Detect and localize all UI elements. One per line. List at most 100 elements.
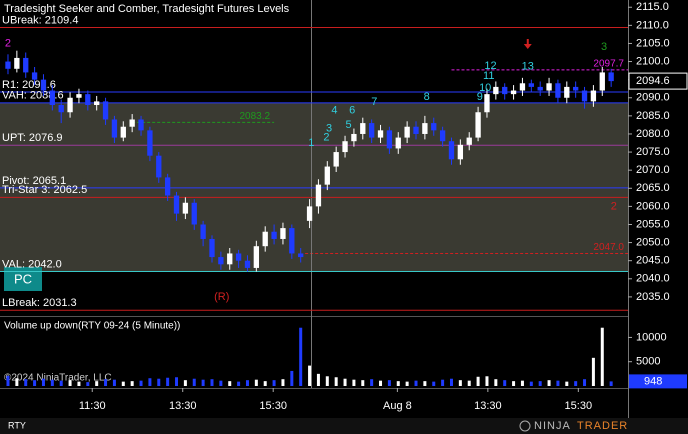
candle-body	[14, 57, 20, 69]
annotation: 4	[331, 104, 337, 116]
annotation: 13	[522, 61, 534, 73]
volume-bar	[609, 381, 613, 386]
last-price: 2094.6	[636, 75, 670, 87]
volume-bar	[441, 379, 445, 386]
volume-bar	[59, 380, 63, 386]
candle-body	[164, 177, 171, 196]
candle-body	[324, 166, 330, 185]
volume-bar	[361, 380, 365, 386]
y-tick-label: 2045.0	[636, 255, 670, 267]
candle-body	[404, 126, 410, 138]
y-tick-label: 2090.0	[636, 92, 670, 104]
y-tick-label: 2065.0	[636, 182, 670, 194]
volume-bar	[574, 381, 578, 386]
candle-body	[67, 97, 73, 113]
candle-body	[111, 119, 118, 138]
level-label: Tri-Star 3: 2062.5	[2, 184, 87, 196]
volume-bar	[237, 381, 241, 386]
logo: NINJA	[534, 420, 571, 432]
volume-bar	[316, 373, 320, 386]
volume-bar	[148, 378, 152, 386]
candle-body	[209, 238, 215, 258]
volume-bar	[334, 377, 338, 386]
candle-body	[120, 126, 126, 138]
signal-arrow	[523, 39, 532, 49]
volume-bar	[183, 380, 187, 386]
candle-body	[564, 86, 570, 98]
volume-bar	[538, 381, 542, 386]
volume-bar	[24, 379, 28, 386]
volume-bar	[121, 381, 125, 386]
volume-bar	[228, 381, 232, 386]
y-tick-label: 2100.0	[636, 55, 670, 67]
candle-body	[386, 130, 393, 149]
x-tick-label: 13:30	[474, 400, 502, 412]
volume-bar	[157, 378, 161, 386]
candle-body	[555, 83, 561, 98]
candle-body	[271, 231, 277, 239]
candle-body	[484, 94, 490, 113]
candle-body	[466, 137, 472, 145]
volume-bar	[6, 375, 10, 386]
annotation: 9	[477, 91, 483, 103]
candle-body	[599, 72, 605, 91]
logo: TRADER	[577, 420, 628, 432]
pc-button[interactable]: PC	[4, 267, 42, 291]
candle-body	[218, 257, 224, 265]
level-label: UPT: 2076.9	[2, 132, 63, 144]
last-volume-box	[629, 374, 687, 389]
volume-bar	[219, 380, 223, 386]
volume-tick-label: 5000	[636, 356, 660, 368]
volume-bar	[175, 377, 179, 386]
volume-bar	[290, 370, 294, 386]
pc-button-label[interactable]: PC	[14, 271, 32, 286]
annotation: 12	[484, 60, 496, 72]
candle-body	[608, 72, 614, 82]
volume-bar	[352, 379, 356, 386]
instrument: RTY	[8, 420, 26, 430]
y-tick-label: 2075.0	[636, 146, 670, 158]
candle-body	[306, 206, 313, 221]
candle-body	[448, 141, 455, 160]
volume-bar	[281, 379, 285, 386]
pc-button-bg[interactable]	[4, 267, 42, 291]
volume-bar	[50, 379, 54, 386]
annotation: 7	[371, 96, 377, 108]
candle-body	[298, 253, 304, 258]
annotation: 5	[346, 119, 352, 131]
y-tick-label: 2105.0	[636, 37, 670, 49]
candle-body	[280, 228, 286, 239]
volume-tick-label: 10000	[636, 331, 667, 343]
volume-bar	[308, 365, 312, 386]
volume-bar	[379, 380, 383, 386]
candle-body	[138, 119, 144, 131]
volume-title: Volume up down(RTY 09-24 (5 Minute))	[4, 321, 180, 332]
volume-bar	[272, 380, 276, 386]
y-tick-label: 2110.0	[636, 19, 669, 31]
annotation: 2	[611, 200, 617, 212]
volume-bar	[343, 378, 347, 386]
volume-bar	[547, 380, 551, 386]
candle-body	[244, 260, 251, 268]
volume-bar	[130, 381, 134, 386]
candle-body	[475, 112, 481, 138]
candle-body	[289, 228, 295, 254]
level-label: VAH: 2088.6	[2, 90, 64, 102]
y-tick-label: 2080.0	[636, 128, 670, 140]
candle-body	[360, 123, 366, 134]
y-tick-label: 2115.0	[636, 1, 669, 13]
volume-bar	[86, 382, 90, 386]
volume-bar	[192, 378, 196, 386]
level-label: Pivot: 2065.1	[2, 175, 66, 187]
candle-body	[200, 224, 206, 239]
volume-bar	[299, 327, 303, 386]
candle-body	[581, 90, 588, 102]
volume-bar	[201, 379, 205, 386]
candle-body	[351, 133, 357, 142]
candle-body	[431, 123, 437, 131]
x-tick-label: 15:30	[565, 400, 593, 412]
candle-body	[377, 130, 384, 138]
volume-bar	[77, 381, 81, 386]
